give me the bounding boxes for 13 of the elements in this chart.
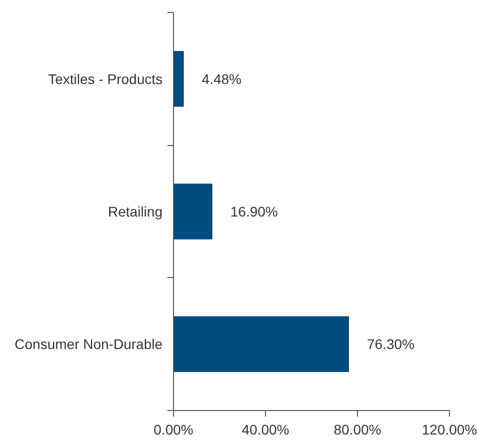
x-tick-label: 0.00% bbox=[154, 422, 194, 438]
x-tick-label: 80.00% bbox=[334, 422, 382, 438]
data-label: 16.90% bbox=[230, 204, 278, 220]
data-label: 4.48% bbox=[202, 70, 242, 87]
x-tick-label: 120.00% bbox=[422, 422, 477, 438]
y-tick-label: Textiles - Products bbox=[48, 70, 163, 87]
x-tick-label: 40.00% bbox=[242, 422, 290, 438]
y-tick-label: Retailing bbox=[108, 204, 163, 220]
y-tick-label: Consumer Non-Durable bbox=[14, 336, 163, 352]
bar bbox=[174, 50, 184, 107]
bar bbox=[174, 316, 349, 372]
bar bbox=[174, 184, 212, 240]
data-label: 76.30% bbox=[366, 336, 414, 352]
